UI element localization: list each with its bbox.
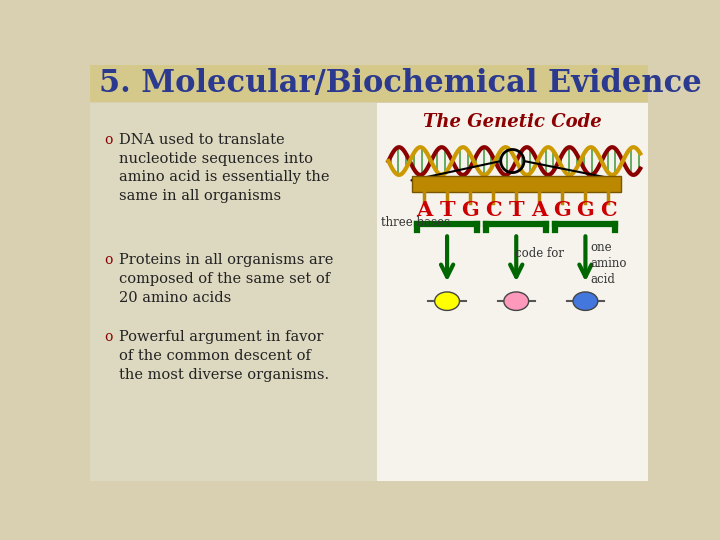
Ellipse shape [435, 292, 459, 310]
Text: G: G [554, 200, 571, 220]
Text: G: G [462, 200, 479, 220]
Text: o: o [104, 253, 112, 267]
Text: DNA used to translate
nucleotide sequences into
amino acid is essentially the
sa: DNA used to translate nucleotide sequenc… [120, 132, 330, 204]
Text: code for: code for [515, 247, 564, 260]
Text: three bases: three bases [381, 216, 450, 229]
Text: C: C [600, 200, 617, 220]
Text: Powerful argument in favor
of the common descent of
the most diverse organisms.: Powerful argument in favor of the common… [120, 330, 330, 382]
Text: Proteins in all organisms are
composed of the same set of
20 amino acids: Proteins in all organisms are composed o… [120, 253, 334, 305]
Text: T: T [439, 200, 455, 220]
Ellipse shape [504, 292, 528, 310]
Ellipse shape [573, 292, 598, 310]
Bar [412, 177, 621, 192]
Text: A: A [416, 200, 432, 220]
Text: 5. Molecular/Biochemical Evidence: 5. Molecular/Biochemical Evidence [99, 68, 702, 99]
Bar [90, 65, 648, 102]
Bar [377, 103, 648, 481]
Text: G: G [577, 200, 594, 220]
Text: A: A [531, 200, 547, 220]
Text: T: T [508, 200, 524, 220]
Text: o: o [104, 330, 112, 345]
Text: o: o [104, 132, 112, 146]
Bar [90, 103, 377, 481]
Text: The Genetic Code: The Genetic Code [423, 112, 602, 131]
Text: one
amino
acid: one amino acid [590, 241, 626, 286]
Text: C: C [485, 200, 502, 220]
